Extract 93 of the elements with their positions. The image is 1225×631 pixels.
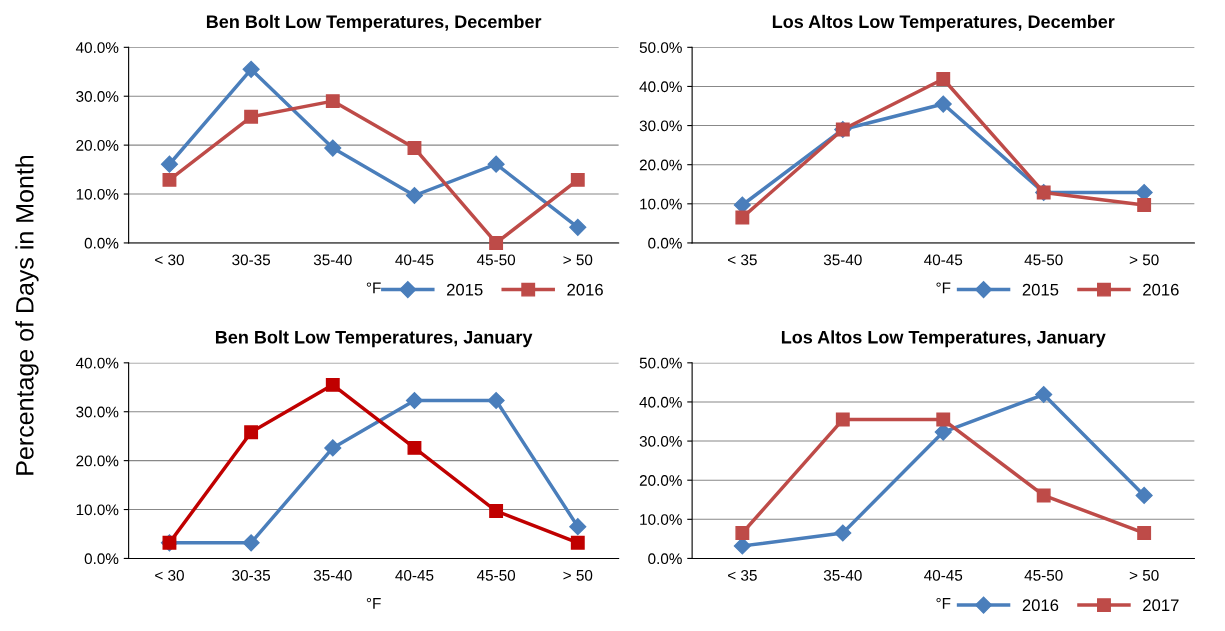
x-tick-label: < 35 bbox=[728, 254, 757, 266]
point bbox=[489, 504, 504, 518]
chart-title: Ben Bolt Low Temperatures, January bbox=[215, 330, 533, 348]
y-tick-label: 10.0% bbox=[640, 514, 682, 525]
x-tick-label: 40-45 bbox=[395, 569, 434, 581]
y-tick-label: 40.0% bbox=[75, 357, 119, 369]
legend-label: 2017 bbox=[1143, 599, 1179, 612]
point bbox=[244, 425, 259, 440]
point bbox=[324, 139, 342, 157]
point bbox=[405, 391, 424, 410]
x-axis-title: °F bbox=[366, 282, 381, 294]
point bbox=[835, 412, 850, 427]
point bbox=[405, 186, 424, 205]
y-tick-label: 40.0% bbox=[639, 81, 682, 93]
point bbox=[834, 524, 852, 542]
point bbox=[325, 94, 340, 109]
chart-title: Los Altos Low Temperatures, January bbox=[781, 330, 1106, 348]
point bbox=[735, 526, 750, 540]
x-tick-label: 45-50 bbox=[476, 569, 516, 581]
point bbox=[1036, 488, 1051, 503]
y-tick-label: 30.0% bbox=[639, 120, 682, 132]
legend-label: 2016 bbox=[1022, 599, 1059, 612]
x-axis-title: °F bbox=[936, 282, 951, 294]
y-tick-label: 30.0% bbox=[639, 435, 682, 447]
point bbox=[735, 210, 750, 225]
y-tick-label: 10.0% bbox=[76, 188, 119, 200]
y-tick-label: 50.0% bbox=[639, 42, 682, 54]
point bbox=[1035, 385, 1053, 404]
point bbox=[1137, 526, 1152, 540]
y-tick-label: 50.0% bbox=[639, 357, 682, 369]
point bbox=[487, 155, 505, 173]
point bbox=[324, 439, 342, 457]
x-tick-label: 40-45 bbox=[924, 254, 963, 266]
x-tick-label: 45-50 bbox=[1024, 569, 1063, 581]
x-tick-label: 35-40 bbox=[313, 569, 352, 581]
x-tick-label: < 30 bbox=[155, 254, 184, 266]
x-tick-label: < 30 bbox=[155, 569, 184, 581]
point bbox=[570, 172, 585, 187]
x-tick-label: 40-45 bbox=[924, 569, 963, 581]
chart-title: Los Altos Low Temperatures, December bbox=[772, 14, 1115, 32]
x-tick-label: 35-40 bbox=[823, 569, 862, 581]
y-tick-label: 0.0% bbox=[648, 237, 682, 249]
y-tick-label: 10.0% bbox=[640, 198, 682, 210]
y-tick-label: 0.0% bbox=[648, 553, 682, 565]
y-tick-label: 30.0% bbox=[76, 406, 119, 418]
x-tick-label: > 50 bbox=[1129, 569, 1159, 581]
y-tick-label: 30.0% bbox=[76, 91, 119, 102]
x-axis-title: °F bbox=[366, 597, 381, 609]
x-tick-label: 40-45 bbox=[395, 254, 434, 266]
x-tick-label: > 50 bbox=[1129, 254, 1159, 266]
y-tick-label: 10.0% bbox=[76, 504, 119, 516]
y-tick-label: 0.0% bbox=[84, 553, 119, 565]
x-tick-label: > 50 bbox=[563, 254, 593, 266]
chart-title: Ben Bolt Low Temperatures, December bbox=[206, 14, 542, 32]
y-tick-label: 20.0% bbox=[639, 159, 682, 171]
x-tick-label: 30-35 bbox=[232, 254, 271, 266]
x-tick-label: 35-40 bbox=[823, 254, 862, 266]
point bbox=[244, 109, 259, 124]
point bbox=[1137, 198, 1152, 212]
x-axis-title: °F bbox=[936, 597, 951, 609]
point bbox=[489, 235, 504, 250]
y-tick-label: 40.0% bbox=[75, 42, 119, 54]
point bbox=[242, 534, 260, 552]
x-tick-label: > 50 bbox=[563, 569, 593, 581]
point bbox=[569, 518, 587, 536]
x-tick-label: 45-50 bbox=[1024, 254, 1063, 266]
point bbox=[569, 218, 587, 236]
point bbox=[570, 535, 585, 550]
y-tick-label: 20.0% bbox=[639, 475, 682, 486]
legend-label: 2016 bbox=[567, 283, 603, 296]
x-tick-label: 35-40 bbox=[313, 254, 352, 266]
point bbox=[407, 440, 422, 455]
point bbox=[242, 60, 260, 78]
point bbox=[936, 72, 951, 86]
point bbox=[325, 377, 340, 392]
x-tick-label: 30-35 bbox=[232, 569, 271, 581]
y-tick-label: 40.0% bbox=[639, 396, 682, 408]
legend-label: 2015 bbox=[446, 283, 483, 296]
point bbox=[407, 141, 422, 156]
point bbox=[487, 391, 505, 410]
y-axis-title: Percentage of Days in Month bbox=[15, 155, 39, 475]
x-tick-label: < 35 bbox=[728, 569, 757, 581]
x-tick-label: 45-50 bbox=[476, 254, 516, 266]
y-tick-label: 0.0% bbox=[84, 237, 119, 249]
y-tick-label: 20.0% bbox=[76, 140, 119, 151]
point bbox=[1135, 486, 1153, 505]
legend-label: 2015 bbox=[1022, 283, 1059, 296]
point bbox=[936, 412, 951, 427]
legend-label: 2016 bbox=[1143, 283, 1179, 296]
point bbox=[934, 95, 952, 113]
y-tick-label: 20.0% bbox=[76, 455, 119, 467]
point bbox=[160, 155, 179, 173]
point bbox=[162, 172, 177, 187]
